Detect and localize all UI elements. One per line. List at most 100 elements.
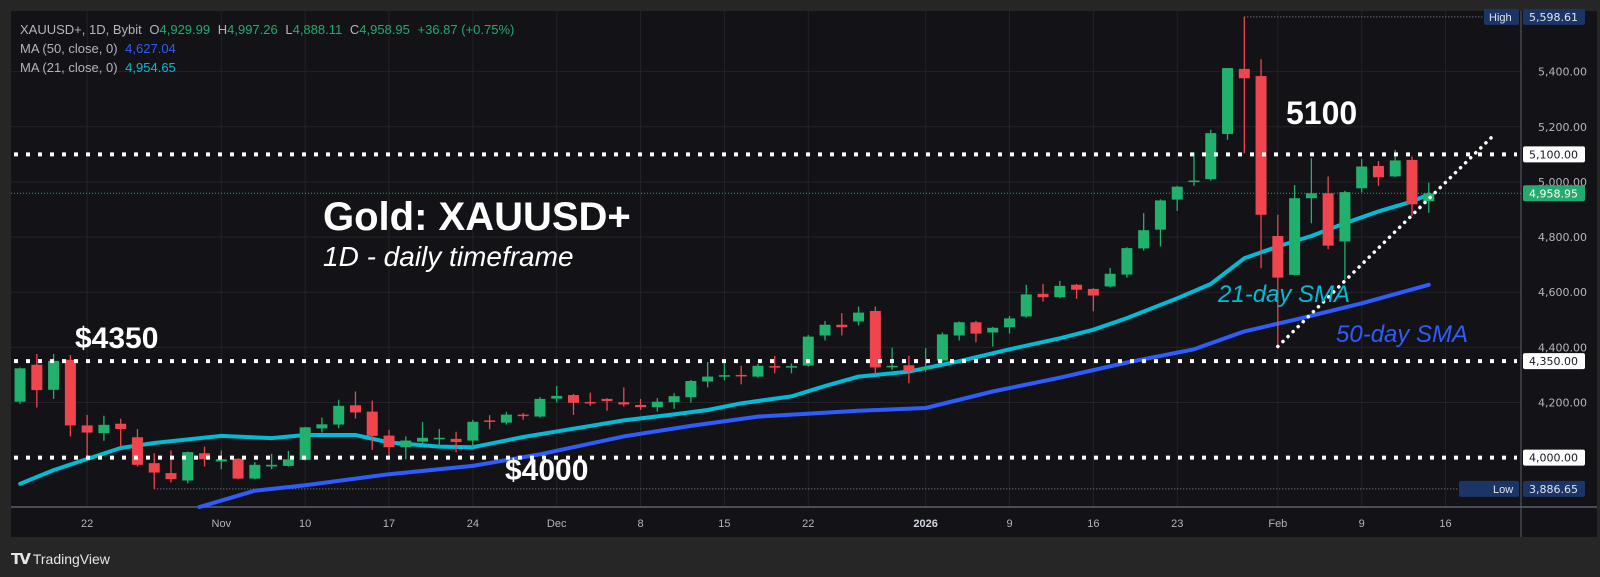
candle[interactable] [651, 398, 663, 412]
candle[interactable] [1222, 68, 1234, 140]
candle[interactable] [1339, 190, 1351, 280]
candle[interactable] [534, 396, 546, 418]
candle[interactable] [1255, 59, 1267, 269]
candle[interactable] [232, 458, 244, 480]
low-marker-tag-box [1459, 480, 1519, 497]
candle[interactable] [1238, 16, 1250, 154]
candle-body [299, 427, 311, 460]
candle[interactable] [81, 414, 93, 459]
candle-body [115, 423, 127, 429]
candle-body [1171, 186, 1183, 200]
candle[interactable] [450, 431, 462, 453]
candle-body [802, 336, 814, 366]
candle[interactable] [903, 355, 915, 384]
candle[interactable] [936, 332, 948, 362]
candle[interactable] [349, 391, 361, 419]
candle[interactable] [484, 415, 496, 430]
candle[interactable] [467, 419, 479, 449]
candle-body [1356, 166, 1368, 189]
candle[interactable] [685, 379, 697, 403]
candle[interactable] [282, 450, 294, 467]
ma21-line[interactable] [18, 192, 1431, 486]
candle[interactable] [417, 422, 429, 444]
candle[interactable] [1272, 214, 1284, 347]
candle-body [64, 359, 76, 426]
candle[interactable] [1289, 184, 1301, 276]
candle[interactable] [1205, 129, 1217, 181]
candle[interactable] [500, 411, 512, 425]
candle[interactable] [14, 367, 26, 404]
candle-body [836, 324, 848, 328]
candle[interactable] [64, 355, 76, 437]
candle[interactable] [1372, 160, 1384, 186]
candle[interactable] [1004, 315, 1016, 334]
candle[interactable] [131, 428, 143, 467]
candle[interactable] [266, 453, 278, 470]
candle[interactable] [249, 462, 261, 480]
support-trendline[interactable] [1276, 131, 1498, 349]
candle[interactable] [1188, 152, 1200, 186]
candle[interactable] [1020, 284, 1032, 318]
candle[interactable] [182, 451, 194, 484]
candle[interactable] [869, 306, 881, 375]
candle[interactable] [1071, 283, 1083, 299]
candle[interactable] [819, 320, 831, 341]
ma50-line[interactable] [197, 282, 1431, 509]
candle[interactable] [1171, 185, 1183, 211]
candle[interactable] [836, 313, 848, 336]
candle-body [1339, 192, 1351, 242]
tradingview-brand[interactable]: 𝗧𝗩 TradingView [11, 550, 110, 568]
candle[interactable] [702, 361, 714, 388]
candle[interactable] [953, 321, 965, 341]
candle[interactable] [1054, 280, 1066, 299]
candle[interactable] [718, 362, 730, 381]
legend-symbol[interactable]: XAUUSD+, 1D, Bybit [20, 22, 142, 37]
candle[interactable] [1037, 283, 1049, 302]
candle[interactable] [785, 363, 797, 374]
candle[interactable] [1104, 267, 1116, 288]
candle[interactable] [366, 400, 378, 450]
candle[interactable] [1138, 213, 1150, 251]
candle[interactable] [853, 306, 865, 326]
candle[interactable] [316, 417, 328, 433]
candle[interactable] [618, 387, 630, 407]
candle[interactable] [299, 426, 311, 461]
candle[interactable] [970, 320, 982, 343]
candle[interactable] [400, 436, 412, 460]
candle[interactable] [567, 393, 579, 415]
last-price-label-box [1523, 185, 1585, 202]
candle[interactable] [148, 453, 160, 489]
candle[interactable] [769, 355, 781, 374]
candle[interactable] [584, 392, 596, 406]
candle[interactable] [920, 348, 932, 372]
candle[interactable] [1305, 158, 1317, 224]
candle-body [567, 395, 579, 403]
candle[interactable] [668, 393, 680, 409]
candle[interactable] [433, 428, 445, 449]
candle[interactable] [333, 399, 345, 429]
candle[interactable] [635, 398, 647, 410]
candle[interactable] [987, 326, 999, 347]
candle[interactable] [98, 415, 110, 441]
legend-ma50-row[interactable]: MA (50, close, 0) 4,627.04 [20, 39, 514, 58]
candle[interactable] [886, 347, 898, 370]
candle[interactable] [1154, 199, 1166, 247]
annotation-ma50-label: 50-day SMA [1336, 321, 1468, 348]
candle[interactable] [383, 429, 395, 457]
candle[interactable] [517, 412, 529, 420]
candle[interactable] [735, 365, 747, 385]
candle[interactable] [1322, 176, 1334, 250]
candle[interactable] [199, 446, 211, 467]
candle[interactable] [1087, 288, 1099, 312]
candle[interactable] [551, 385, 563, 403]
candle[interactable] [215, 450, 227, 470]
candle[interactable] [1121, 247, 1133, 278]
candle[interactable] [601, 398, 613, 411]
candle[interactable] [1406, 156, 1418, 216]
candle[interactable] [115, 418, 127, 447]
candle[interactable] [752, 363, 764, 378]
legend-ma21-row[interactable]: MA (21, close, 0) 4,954.65 [20, 58, 514, 77]
candle[interactable] [1356, 159, 1368, 193]
candle[interactable] [31, 353, 43, 408]
